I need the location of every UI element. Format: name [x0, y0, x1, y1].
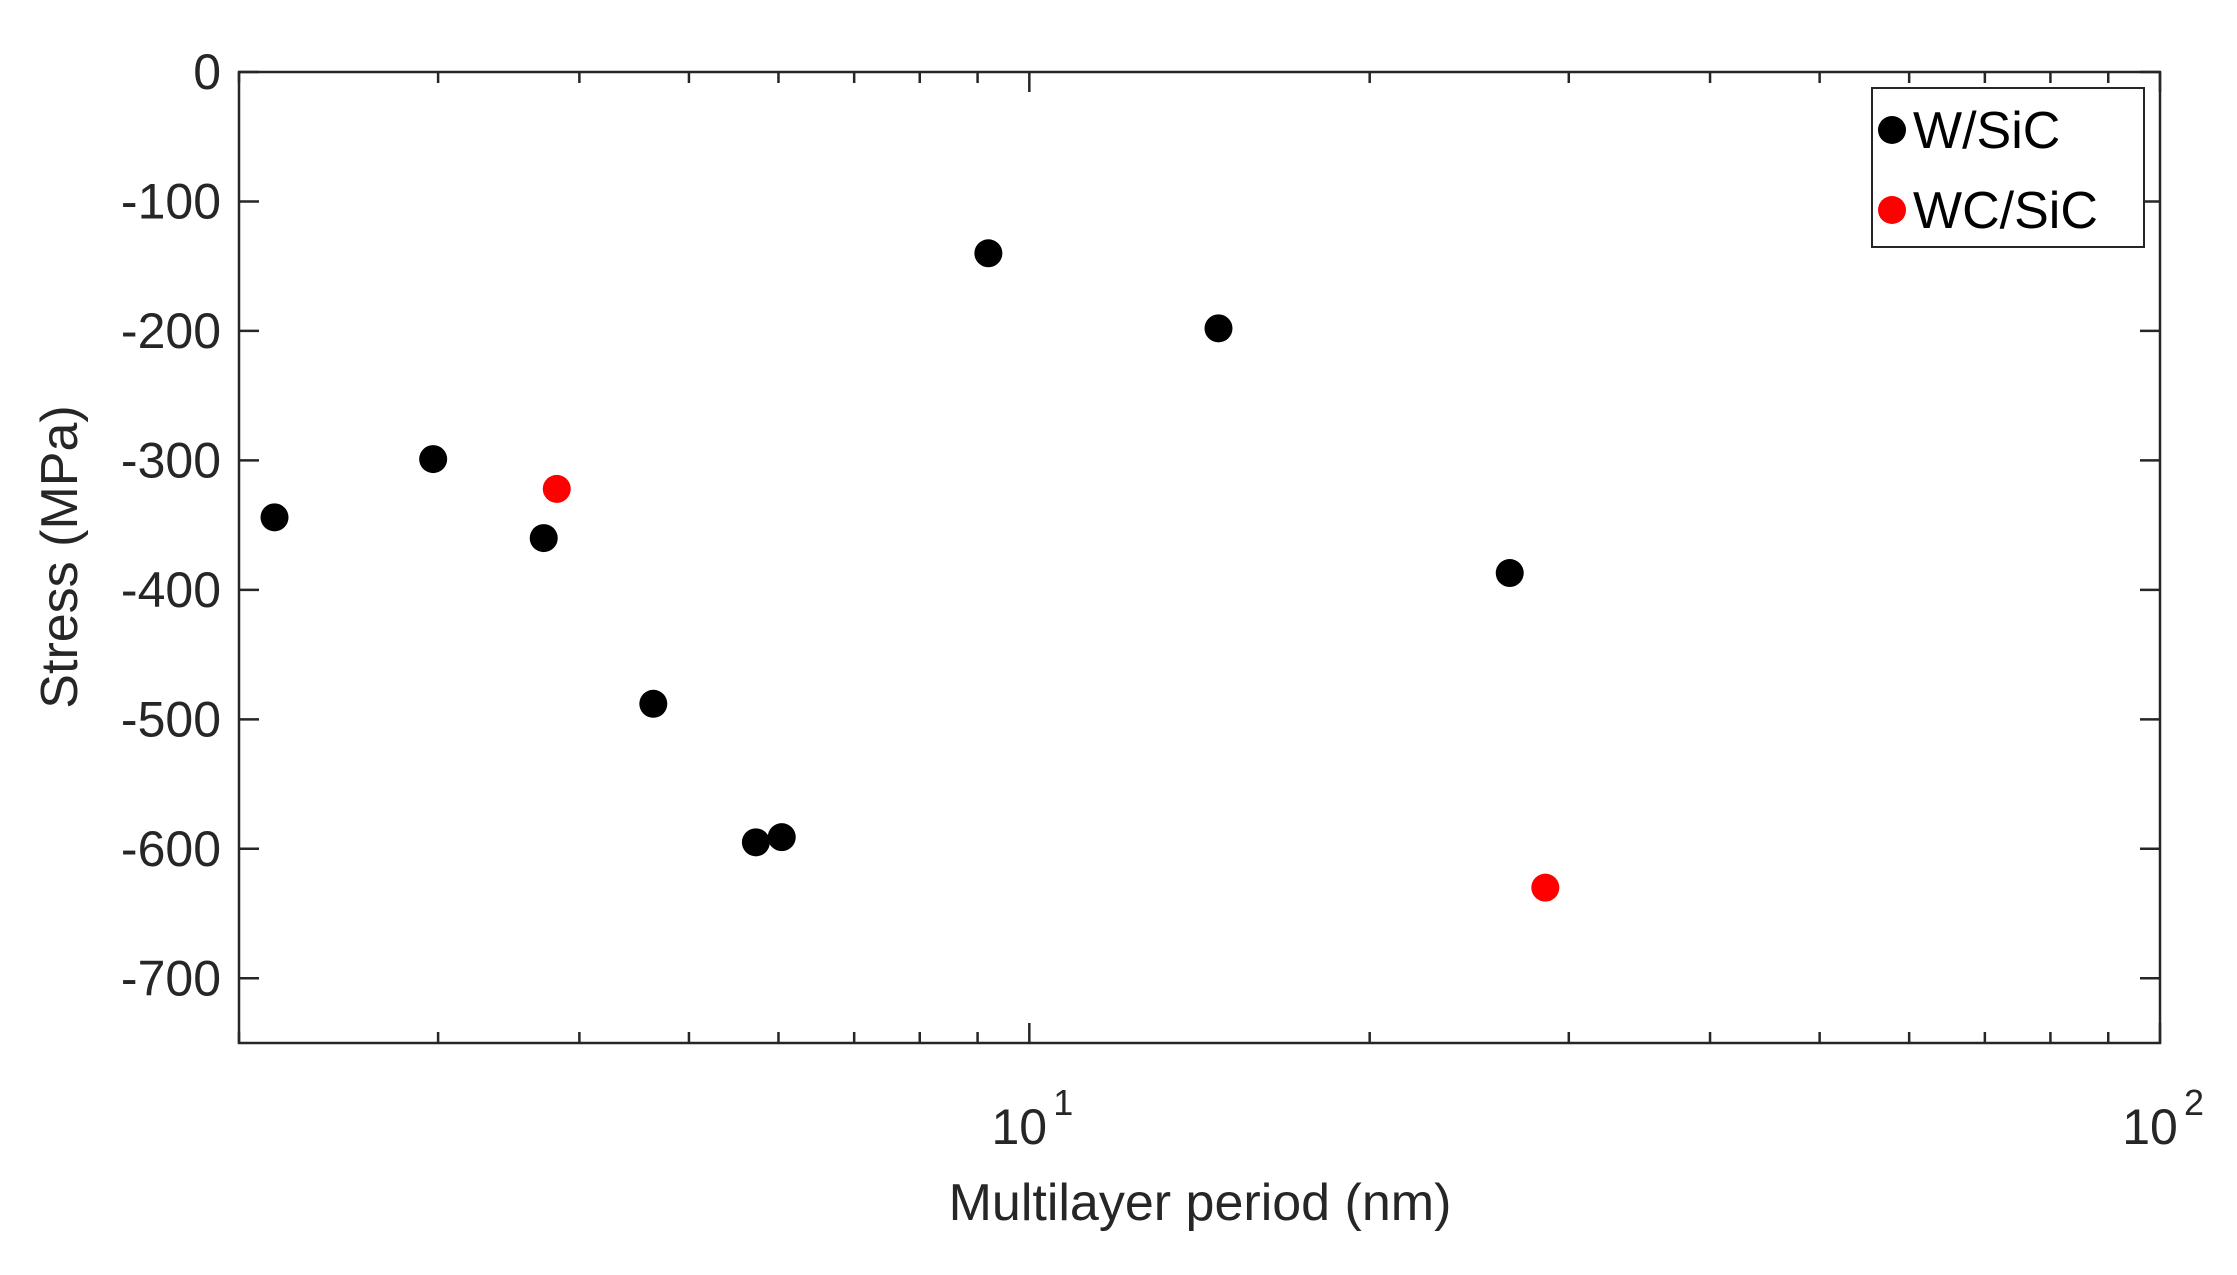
x-axis: 10 1 10 2 — [237, 72, 2204, 1155]
data-point-w-sic — [1204, 314, 1233, 343]
y-tick-label: -300 — [121, 432, 221, 488]
data-point-w-sic — [741, 828, 770, 857]
legend-label: W/SiC — [1913, 102, 2060, 160]
data-point-w-sic — [1495, 559, 1524, 588]
y-tick-label: -200 — [121, 303, 221, 359]
y-tick-label: -700 — [121, 950, 221, 1006]
y-tick-label: -500 — [121, 691, 221, 747]
y-axis: 0 -100 -200 -300 -400 -500 -600 -700 — [121, 44, 2160, 1006]
y-tick-label: -400 — [121, 562, 221, 618]
plot-area — [237, 70, 2162, 1045]
x-tick-exponent: 1 — [1053, 1082, 1073, 1123]
data-point-w-sic — [529, 524, 558, 553]
data-point-w-sic — [639, 689, 668, 718]
legend-marker — [1878, 116, 1906, 144]
data-point-wc-sic — [542, 474, 571, 503]
legend-label: WC/SiC — [1913, 182, 2098, 240]
x-axis-title: Multilayer period (nm) — [949, 1174, 1452, 1232]
x-tick-label: 10 — [992, 1099, 1048, 1155]
y-axis-title: Stress (MPa) — [31, 405, 89, 708]
y-tick-label: -100 — [121, 173, 221, 229]
legend: W/SiC WC/SiC — [1871, 87, 2145, 248]
y-tick-label: 0 — [193, 44, 221, 100]
legend-box — [1871, 87, 2145, 248]
x-tick-label: 10 — [2122, 1099, 2178, 1155]
data-point-wc-sic — [1531, 873, 1560, 902]
data-point-w-sic — [767, 823, 796, 852]
legend-marker — [1878, 196, 1906, 224]
data-point-w-sic — [974, 239, 1003, 268]
data-point-w-sic — [419, 445, 448, 474]
y-tick-label: -600 — [121, 821, 221, 877]
x-tick-exponent: 2 — [2184, 1082, 2204, 1123]
data-point-w-sic — [260, 503, 289, 532]
data-points — [260, 239, 1560, 902]
